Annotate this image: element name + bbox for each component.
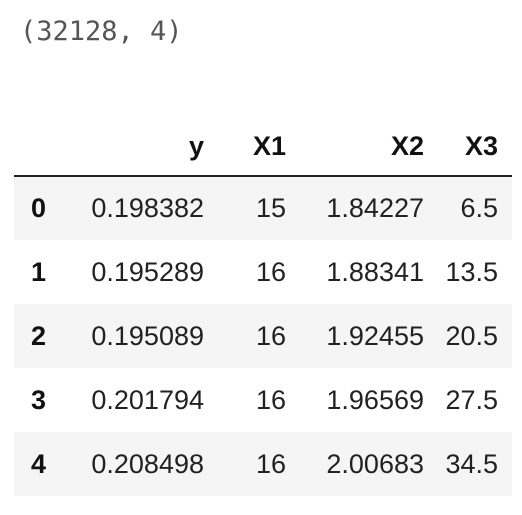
- column-header-x1: X1: [204, 118, 286, 177]
- cell-x2: 1.84227: [326, 193, 424, 223]
- cell-x1: 16: [255, 320, 286, 351]
- cell-x1: 16: [255, 448, 286, 479]
- cell-x3: 13.5: [445, 256, 498, 287]
- table-row: 3 0.201794 16 1.96569 27.5: [14, 368, 512, 432]
- column-header-y: y: [48, 118, 204, 177]
- table-row: 0 0.198382 15 1.84227 6.5: [14, 176, 512, 240]
- cell-x3: 27.5: [445, 384, 498, 415]
- row-index: 2: [30, 320, 46, 351]
- cell-x2: 2.00683: [326, 448, 424, 479]
- cell-x3: 34.5: [445, 448, 498, 479]
- cell-y: 0.195289: [91, 256, 204, 287]
- row-index: 0: [30, 193, 46, 223]
- cell-x1: 16: [255, 256, 286, 287]
- cell-y: 0.208498: [91, 448, 204, 479]
- cell-x1: 15: [255, 193, 286, 223]
- index-header: [14, 118, 48, 177]
- header-row: y X1 X2 X3: [14, 118, 512, 177]
- cell-y: 0.201794: [91, 384, 204, 415]
- column-header-x2: X2: [286, 118, 424, 177]
- row-index: 3: [30, 384, 46, 415]
- table-row: 2 0.195089 16 1.92455 20.5: [14, 304, 512, 368]
- cell-y: 0.198382: [91, 193, 204, 223]
- column-header-x3: X3: [424, 118, 512, 177]
- cell-x3: 20.5: [445, 320, 498, 351]
- shape-output-text: (32128, 4): [20, 16, 183, 47]
- cell-x3: 6.5: [460, 193, 498, 223]
- cell-x2: 1.92455: [326, 320, 424, 351]
- table-body: 0 0.198382 15 1.84227 6.5 1 0.195289 16 …: [14, 176, 512, 496]
- table-header: y X1 X2 X3: [14, 118, 512, 177]
- table-row: 1 0.195289 16 1.88341 13.5: [14, 240, 512, 304]
- cell-x1: 16: [255, 384, 286, 415]
- table-row: 4 0.208498 16 2.00683 34.5: [14, 432, 512, 496]
- cell-x2: 1.96569: [326, 384, 424, 415]
- cell-x2: 1.88341: [326, 256, 424, 287]
- cell-y: 0.195089: [91, 320, 204, 351]
- dataframe-table: y X1 X2 X3 0 0.198382 15 1.84227 6.5 1 0…: [14, 118, 512, 496]
- row-index: 1: [30, 256, 46, 287]
- row-index: 4: [30, 448, 46, 479]
